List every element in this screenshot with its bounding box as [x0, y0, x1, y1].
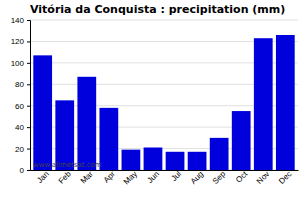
y-tick-mark — [27, 20, 30, 21]
y-axis: 0 20 40 60 80 100 120 140 — [11, 16, 31, 175]
y-tick-mark — [27, 106, 30, 107]
y-tick-mark — [27, 149, 30, 150]
x-tick-label: Feb — [57, 169, 74, 186]
y-tick: 100 — [11, 59, 30, 68]
x-axis-line — [31, 170, 299, 171]
y-tick: 0 — [20, 166, 30, 175]
annotations: www.allmetsat.com — [33, 161, 102, 169]
x-tick: Dec — [277, 169, 293, 185]
x-tick: Feb — [57, 169, 74, 186]
bars — [33, 35, 294, 170]
x-tick: Aug — [189, 169, 205, 185]
y-tick: 80 — [15, 80, 30, 89]
y-tick: 20 — [15, 145, 30, 154]
y-tick-label: 0 — [20, 166, 25, 175]
x-tick: Sep — [211, 169, 228, 186]
bar — [99, 108, 118, 170]
y-tick-label: 20 — [15, 145, 24, 154]
y-tick-mark — [27, 170, 30, 171]
x-tick-label: Oct — [234, 169, 250, 185]
x-tick: Jul — [169, 169, 183, 183]
x-tick-label: Jan — [35, 169, 50, 184]
x-tick-label: Apr — [102, 169, 117, 184]
bar — [77, 77, 96, 170]
x-tick: Jun — [146, 169, 161, 184]
grid-line — [30, 20, 298, 21]
grid — [30, 20, 298, 170]
x-tick: Oct — [234, 169, 250, 185]
y-tick-label: 60 — [15, 102, 24, 111]
watermark: www.allmetsat.com — [33, 161, 102, 169]
y-axis-line — [27, 21, 31, 171]
bar — [55, 100, 74, 170]
y-tick-mark — [27, 41, 30, 42]
y-tick: 60 — [15, 102, 30, 111]
bar — [188, 152, 207, 170]
y-tick-label: 40 — [15, 123, 24, 132]
bar — [276, 35, 295, 170]
plot-area: 0 20 40 60 80 100 120 140 Jan Feb Mar Apr May Jun Jul A… — [11, 16, 299, 186]
bar — [144, 148, 163, 171]
x-tick: May — [122, 169, 139, 186]
y-tick-label: 140 — [11, 16, 25, 25]
bar — [166, 152, 185, 170]
bar — [33, 55, 52, 170]
chart: 0 20 40 60 80 100 120 140 Jan Feb Mar Apr May Jun Jul A… — [0, 0, 306, 200]
y-tick-label: 100 — [11, 59, 25, 68]
bar — [122, 150, 141, 170]
x-tick: Mar — [79, 169, 95, 185]
x-tick-label: Mar — [79, 169, 95, 185]
x-tick-label: Jul — [169, 169, 183, 183]
x-axis: Jan Feb Mar Apr May Jun Jul Aug Sep Oct Nov Dec — [31, 169, 299, 187]
y-tick: 140 — [11, 16, 30, 25]
y-tick: 40 — [15, 123, 30, 132]
x-tick-label: Dec — [277, 169, 293, 185]
x-tick: Apr — [102, 169, 117, 184]
bar — [232, 111, 251, 170]
bar — [210, 138, 229, 170]
x-tick-label: Sep — [211, 169, 228, 186]
title: Vitória da Conquista : precipitation (mm… — [30, 3, 285, 16]
y-tick-mark — [27, 127, 30, 128]
x-tick-label: Jun — [146, 169, 161, 184]
x-tick-label: Aug — [189, 169, 205, 185]
x-tick: Nov — [255, 169, 271, 185]
y-tick-mark — [27, 63, 30, 64]
y-tick-label: 80 — [15, 80, 24, 89]
y-tick: 120 — [11, 37, 30, 46]
x-tick-label: May — [122, 169, 139, 186]
y-tick-mark — [27, 84, 30, 85]
y-tick-label: 120 — [11, 37, 25, 46]
bar — [254, 38, 273, 170]
x-tick-label: Nov — [255, 169, 271, 185]
x-tick: Jan — [35, 169, 50, 184]
